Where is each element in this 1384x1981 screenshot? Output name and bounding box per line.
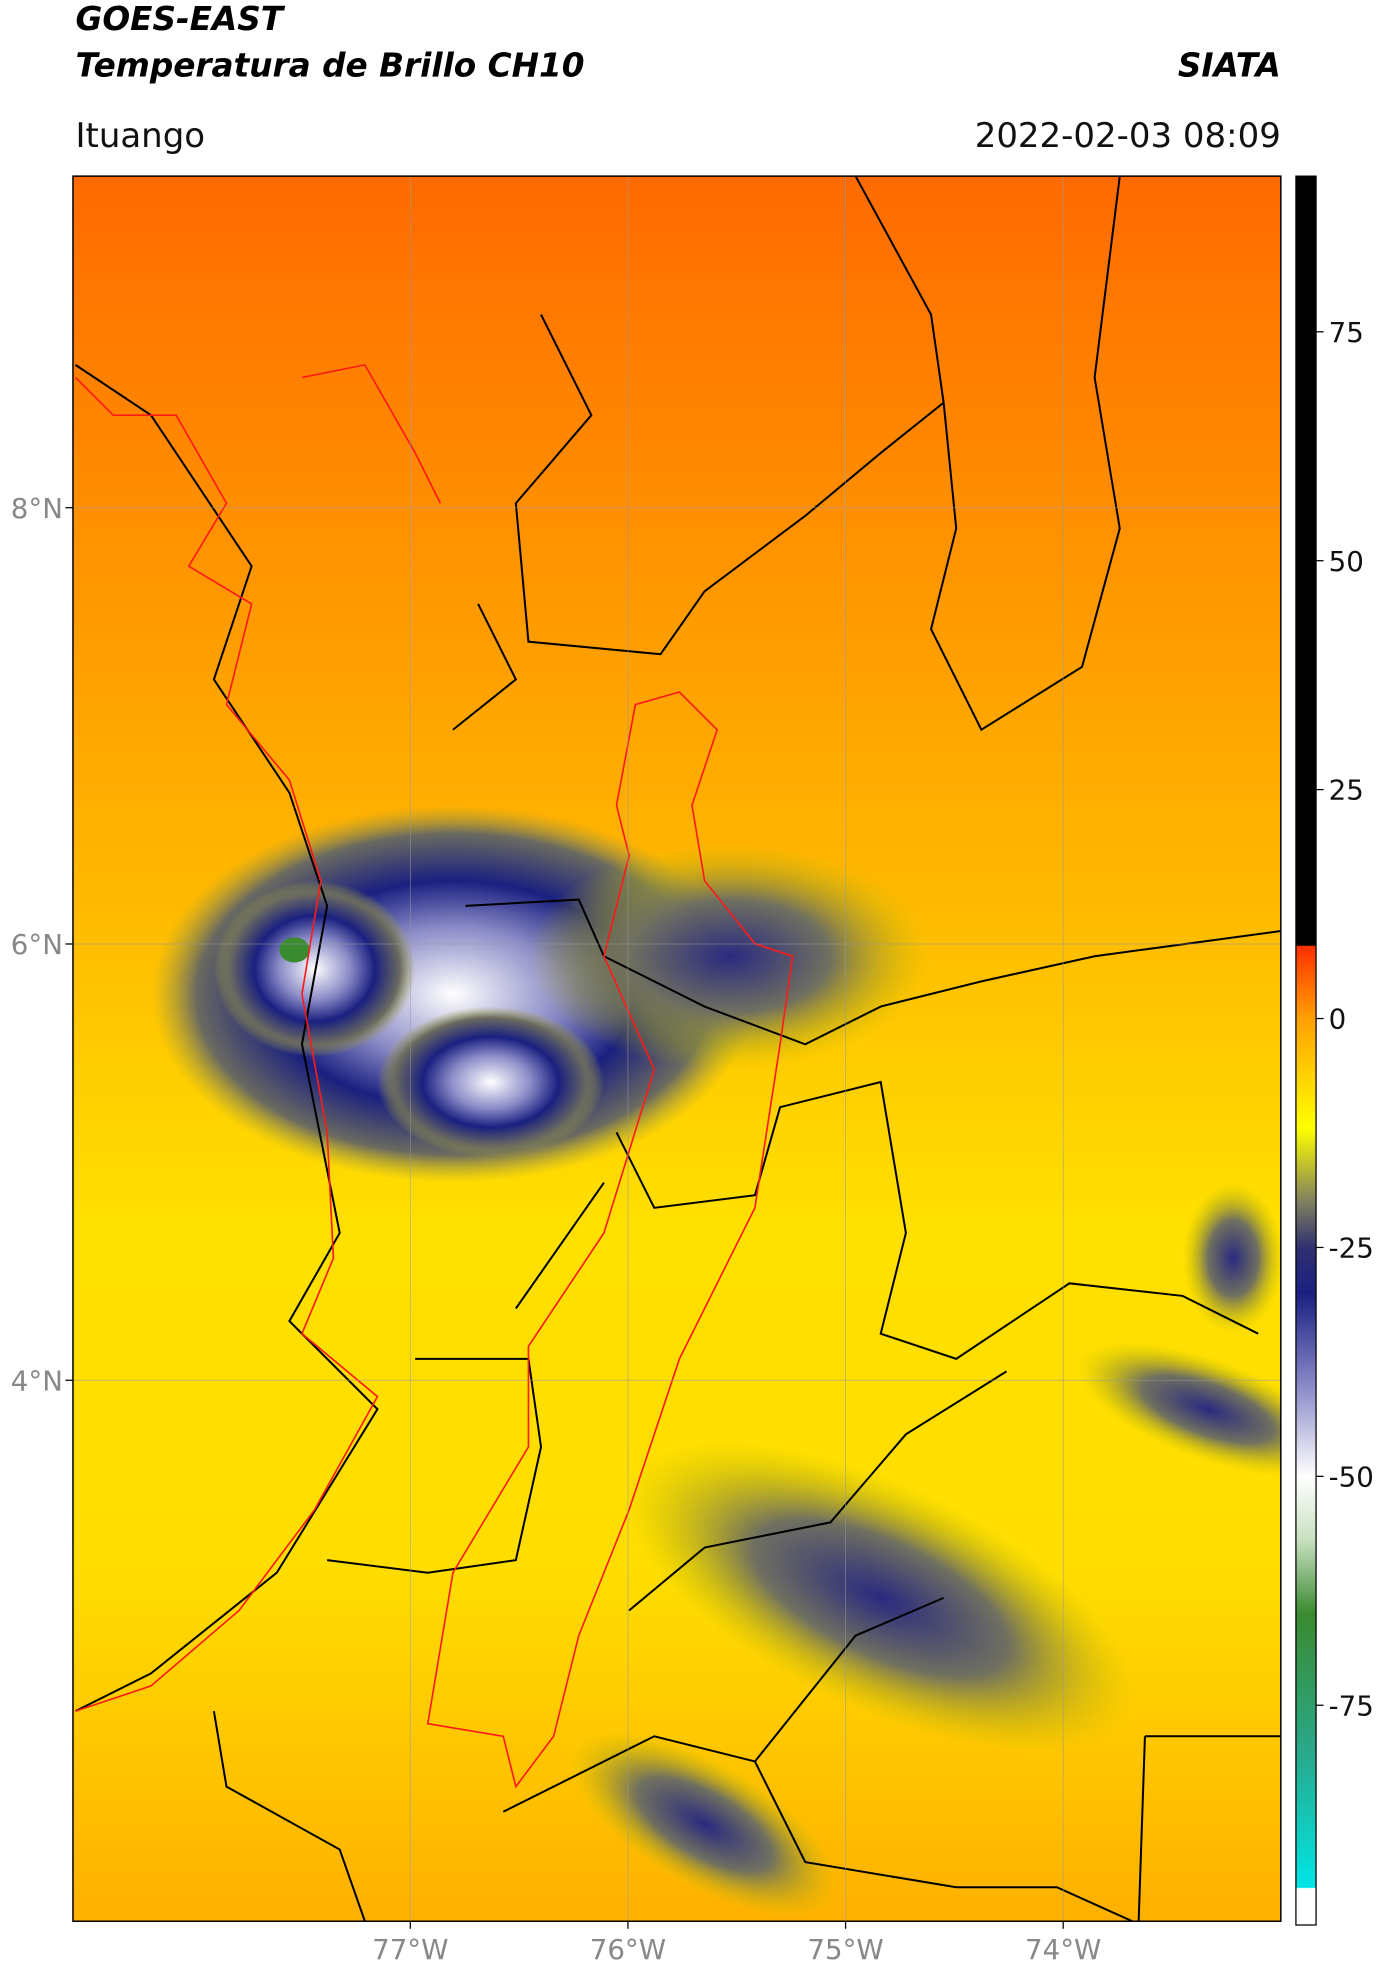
- lon-tick-label: 74°W: [1025, 1933, 1101, 1966]
- lat-tick-label: 6°N: [11, 928, 63, 961]
- colorbar-tick-label: 0: [1329, 1003, 1347, 1036]
- colorbar: [1295, 175, 1317, 1926]
- lat-tick-label: 4°N: [11, 1364, 63, 1397]
- map-image: [72, 176, 1281, 1922]
- source: SIATA: [1178, 47, 1281, 85]
- lon-tick-label: 75°W: [807, 1933, 883, 1966]
- colorbar-tick-label: 50: [1329, 545, 1364, 578]
- location: Ituango: [75, 116, 205, 156]
- colorbar-tick-label: 25: [1329, 774, 1364, 807]
- title: Temperatura de Brillo CH10: [75, 47, 584, 85]
- map-frame: [72, 175, 1282, 1922]
- colorbar-tick-label: -25: [1329, 1232, 1374, 1265]
- grid: [72, 176, 1281, 1922]
- colorbar-tick-label: -50: [1329, 1460, 1374, 1493]
- lon-tick-label: 77°W: [372, 1933, 448, 1966]
- datetime: 2022-02-03 08:09: [975, 116, 1281, 156]
- title: GOES-EAST: [75, 0, 285, 38]
- colorbar-tick-label: 75: [1329, 316, 1364, 349]
- colorbar-tick-label: -75: [1329, 1689, 1374, 1722]
- lat-tick-label: 8°N: [11, 492, 63, 525]
- lon-tick-label: 76°W: [590, 1933, 666, 1966]
